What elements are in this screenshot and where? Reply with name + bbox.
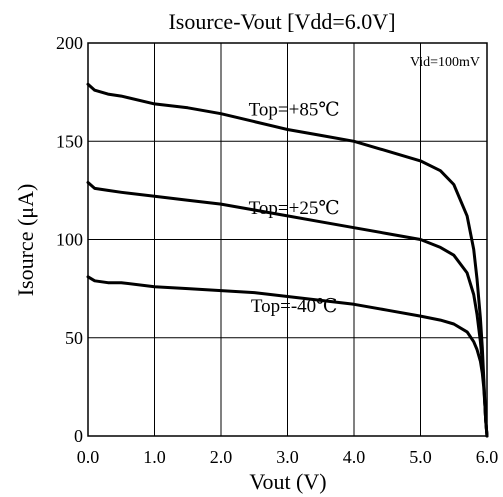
series-group: Top=+85℃ Top=+25℃ Top=-40℃ bbox=[86, 82, 489, 438]
series-annotation: Top=-40℃ bbox=[251, 296, 338, 317]
y-tick-label: 150 bbox=[56, 131, 83, 151]
x-tick-label: 3.0 bbox=[276, 447, 299, 467]
plot-frame bbox=[87, 42, 488, 437]
chart-title: Isource-Vout [Vdd=6.0V] bbox=[168, 9, 395, 34]
x-tick-label: 2.0 bbox=[210, 447, 233, 467]
series-annotation: Top=+25℃ bbox=[249, 198, 340, 219]
y-axis-label: Isource (μA) bbox=[13, 184, 38, 297]
tick-labels: 0.0 1.0 2.0 3.0 4.0 5.0 6.0 0 50 100 150 200 bbox=[56, 33, 498, 467]
y-tick-label: 200 bbox=[56, 33, 83, 53]
series-annotation: Top=+85℃ bbox=[249, 100, 340, 121]
y-tick-label: 0 bbox=[74, 426, 83, 446]
x-tick-label: 5.0 bbox=[409, 447, 432, 467]
condition-label: Vid=100mV bbox=[410, 55, 480, 70]
x-tick-label: 0.0 bbox=[77, 447, 100, 467]
x-tick-label: 6.0 bbox=[476, 447, 499, 467]
y-tick-label: 50 bbox=[65, 328, 83, 348]
series-line bbox=[86, 275, 489, 438]
x-tick-label: 4.0 bbox=[343, 447, 366, 467]
y-tick-label: 100 bbox=[56, 230, 83, 250]
series-line bbox=[86, 181, 489, 438]
x-axis-label: Vout (V) bbox=[249, 469, 326, 494]
x-tick-label: 1.0 bbox=[143, 447, 166, 467]
